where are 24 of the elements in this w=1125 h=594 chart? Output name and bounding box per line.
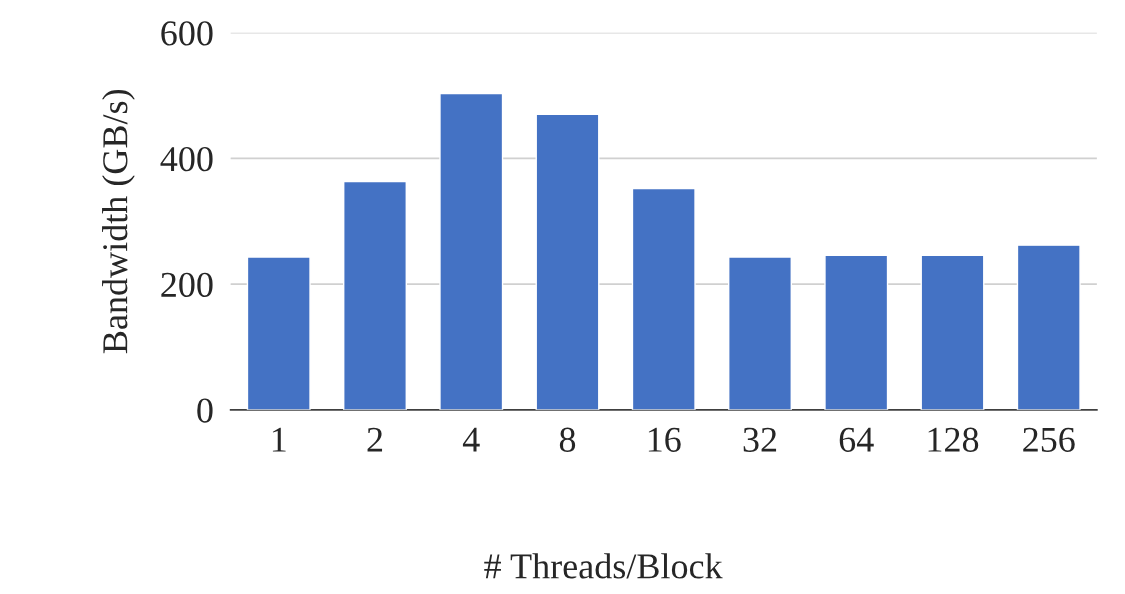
x-tick-label: 256: [1023, 427, 1075, 452]
y-tick-label: 600: [161, 21, 213, 46]
bar: [728, 256, 792, 410]
x-tick-label: 32: [743, 427, 777, 452]
x-tick-label: 2: [367, 427, 383, 452]
bar: [535, 113, 600, 410]
x-tick-label: 64: [839, 427, 874, 452]
x-axis-title: # Threads/Block: [484, 553, 723, 579]
y-axis-title: Bandwidth (GB/s): [102, 89, 135, 354]
y-tick-label: 400: [160, 146, 213, 172]
x-tick-label: 4: [462, 427, 480, 452]
y-tick-label: 0: [197, 398, 213, 423]
bar: [1016, 244, 1081, 410]
bar: [631, 187, 696, 410]
bar: [439, 92, 504, 410]
x-tick-label: 16: [648, 427, 681, 452]
x-tick-label: 8: [559, 427, 576, 452]
bar: [920, 254, 985, 410]
x-tick-label: 128: [928, 427, 979, 452]
bar: [824, 254, 889, 410]
x-tick-label: 1: [272, 427, 286, 452]
bar: [343, 180, 407, 410]
y-tick-label: 200: [161, 272, 213, 298]
bar: [246, 256, 311, 410]
